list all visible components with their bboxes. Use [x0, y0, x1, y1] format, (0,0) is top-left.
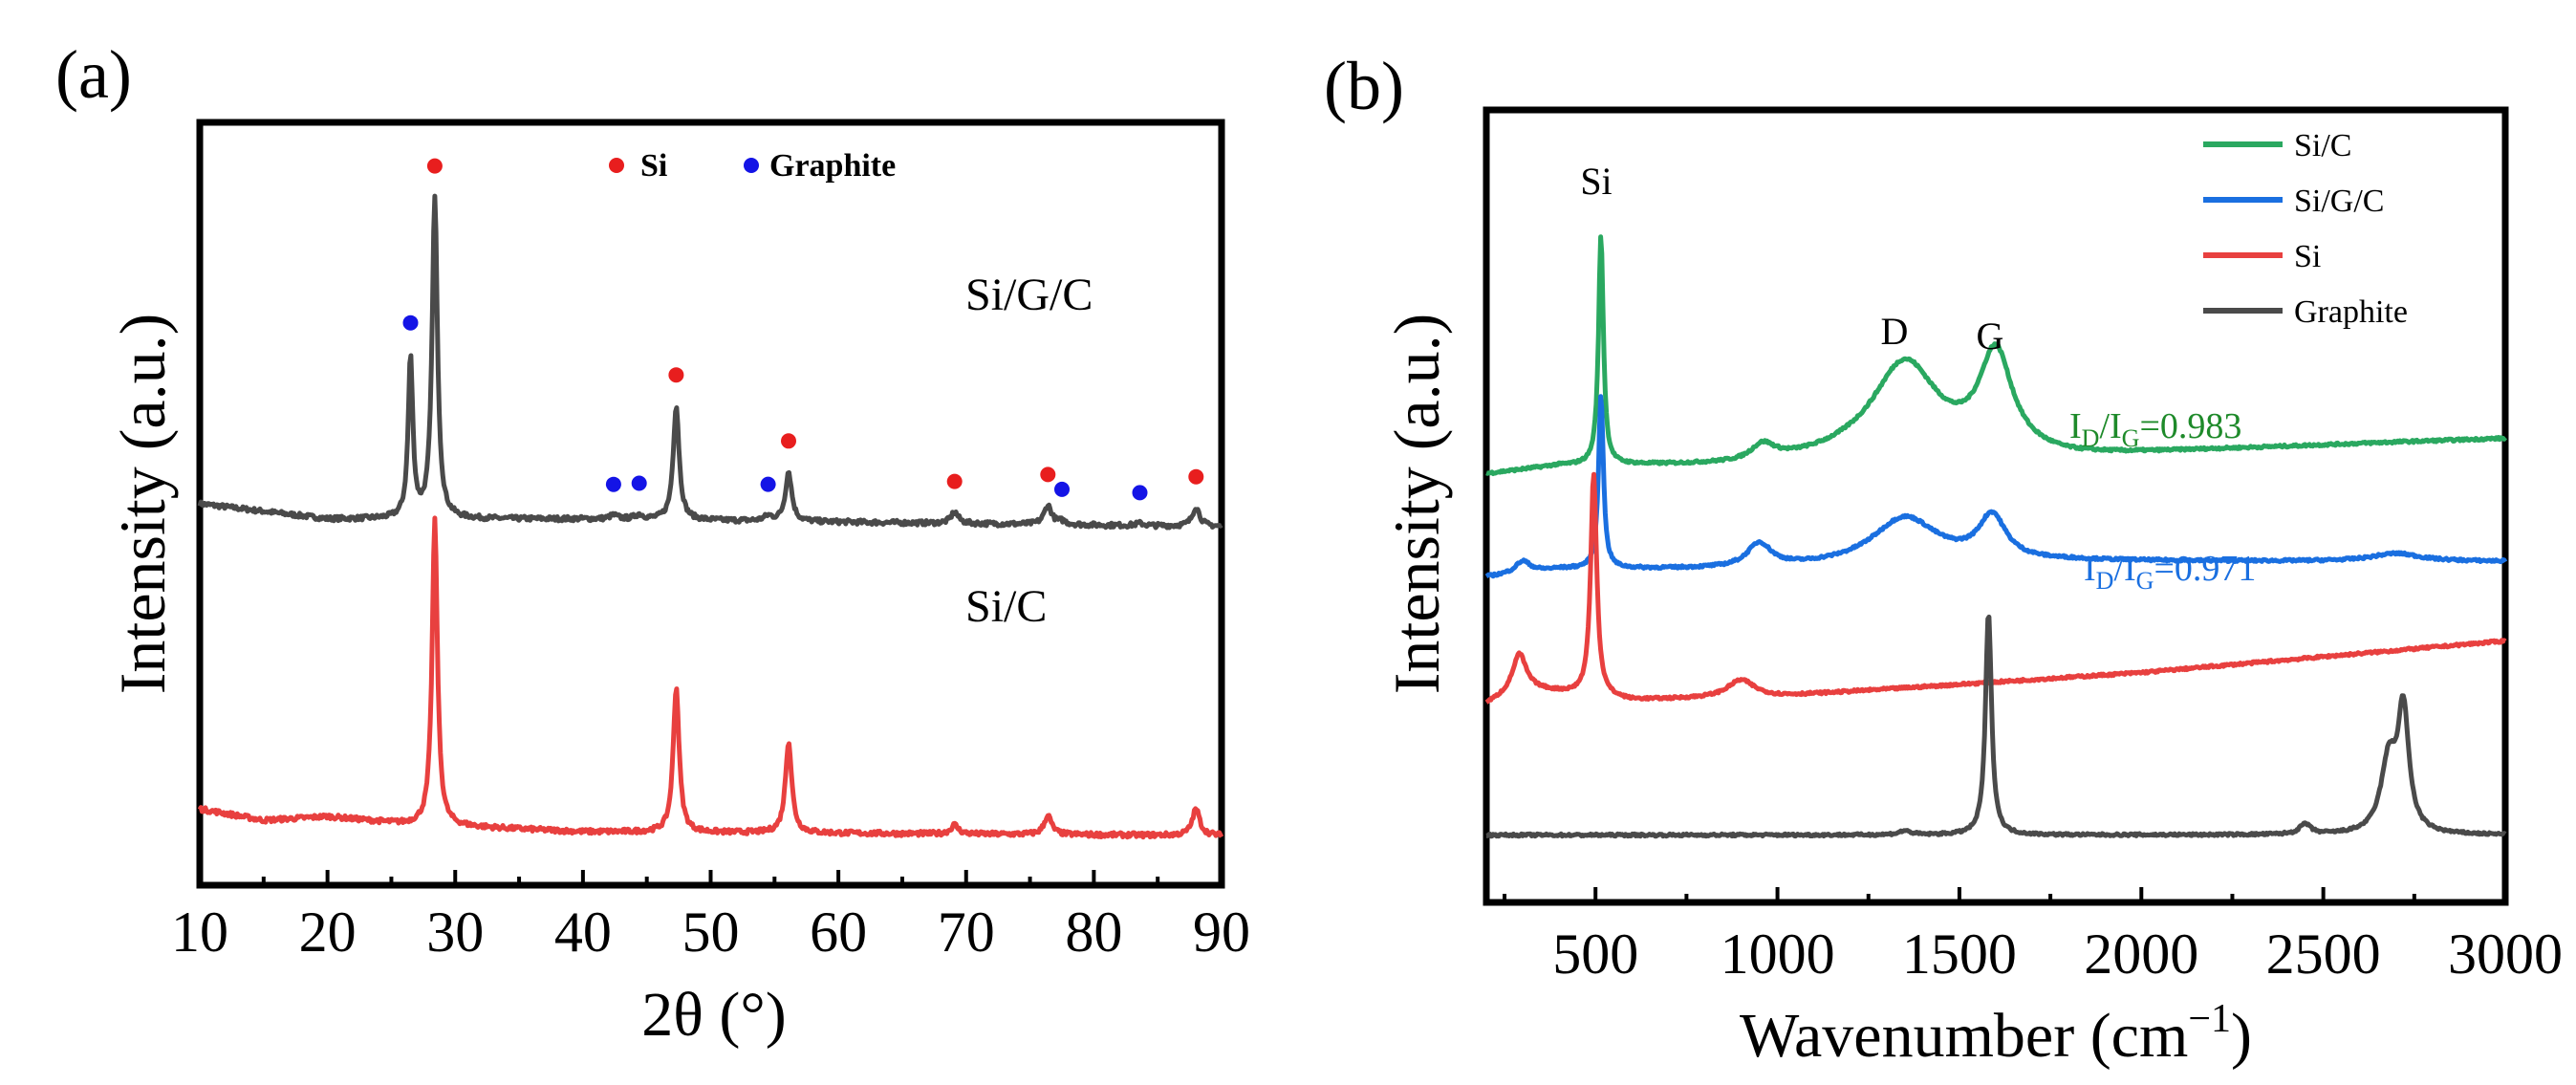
peak-marker-graphite: [631, 475, 647, 491]
peak-marker-graphite: [1054, 481, 1070, 497]
peak-marker-si: [1188, 468, 1204, 485]
series-graphite: [1484, 614, 2507, 839]
x-tick-label: 30: [426, 901, 484, 964]
legend-label: Si/C: [2294, 128, 2351, 163]
panel-a-x-axis-label: 2θ (°): [641, 980, 786, 1050]
panel-b-y-axis-label: Intensity (a.u.): [1380, 314, 1453, 694]
curve-label-si-c: Si/C: [965, 581, 1047, 632]
x-tick-label: 2500: [2266, 922, 2381, 986]
legend-graphite-marker: [744, 158, 759, 173]
series-si-c: [197, 515, 1224, 840]
x-tick-label: 90: [1193, 901, 1250, 964]
peak-marker-graphite: [402, 315, 419, 331]
x-tick-label: 70: [938, 901, 995, 964]
panel-a-peak-markers: [402, 158, 1204, 501]
panel-a-curves: [197, 193, 1224, 840]
panel-b-x-axis-label: Wavenumber (cm−1): [1740, 997, 2252, 1071]
peak-marker-si: [781, 433, 796, 449]
panel-a-frame: [196, 119, 1225, 889]
x-tick-label: 2000: [2084, 922, 2198, 986]
x-tick-label: 60: [810, 901, 867, 964]
peak-marker-graphite: [605, 476, 621, 492]
peak-label-d: D: [1881, 310, 1909, 353]
legend-si-marker: [609, 158, 624, 173]
panel-a-label: (a): [55, 36, 132, 113]
x-tick-label: 1000: [1721, 922, 1835, 986]
x-tick-label: 20: [299, 901, 357, 964]
panel-a-x-tick-labels: 10 20 30 40 50 60 70 80 90: [171, 901, 1250, 964]
x-tick-label: 80: [1065, 901, 1122, 964]
legend-label: Si: [2294, 239, 2321, 274]
series-si-c: [1484, 234, 2507, 476]
x-tick-label: 1500: [1902, 922, 2017, 986]
curve-label-si-g-c: Si/G/C: [965, 270, 1093, 320]
x-tick-label: 40: [554, 901, 612, 964]
x-tick-label: 500: [1552, 922, 1638, 986]
x-tick-label: 3000: [2448, 922, 2563, 986]
legend-label: Graphite: [2294, 294, 2408, 330]
x-tick-label: 50: [682, 901, 740, 964]
peak-label-g: G: [1977, 315, 2004, 358]
legend-si-label: Si: [640, 148, 667, 184]
panel-b: (b) 500 1000 1500 2000 2500 3000 Si D G ID/IG…: [1324, 48, 2563, 1071]
peak-marker-si: [668, 367, 684, 383]
panel-b-label: (b): [1324, 48, 1404, 124]
legend-label: Si/G/C: [2294, 184, 2384, 219]
x-tick-label: 10: [171, 901, 228, 964]
peak-marker-graphite: [1132, 485, 1148, 501]
peak-marker-si: [946, 473, 963, 489]
panel-b-legend: Si/C Si/G/C Si Graphite: [2203, 128, 2408, 330]
panel-b-curves: [1484, 234, 2508, 839]
peak-marker-graphite: [760, 476, 776, 492]
peak-marker-si: [1040, 467, 1056, 483]
series-si: [1484, 471, 2507, 705]
peak-marker-si: [426, 158, 443, 174]
panel-b-x-ticks: [1503, 887, 2507, 902]
peak-label-si: Si: [1580, 160, 1612, 203]
panel-b-x-tick-labels: 500 1000 1500 2000 2500 3000: [1552, 922, 2563, 986]
panel-a-x-ticks: [198, 870, 1223, 885]
ratio-si-g-c: ID/IG=0.971: [2084, 549, 2256, 595]
legend-graphite-label: Graphite: [769, 148, 896, 184]
ratio-si-c: ID/IG=0.983: [2069, 406, 2241, 452]
panel-b-frame: [1483, 106, 2509, 906]
panel-a: (a) 10 20 30 40 50 60 70 80 90 Si Graphite Si/G/…: [55, 36, 1250, 1050]
panel-a-y-axis-label: Intensity (a.u.): [106, 314, 179, 694]
series-si-g-c: [1484, 394, 2508, 579]
series-si-g-c: [197, 193, 1223, 531]
